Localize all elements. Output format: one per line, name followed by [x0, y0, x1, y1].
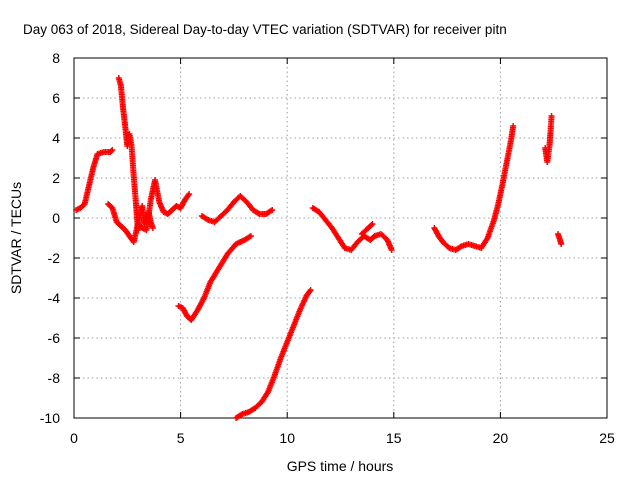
data-segment-seg-6 — [233, 287, 314, 421]
data-segment-seg-7 — [309, 205, 395, 253]
data-segment-seg-3 — [115, 75, 156, 233]
y-axis-label: SDTVAR / TECUs — [8, 182, 24, 294]
y-tick-label: 2 — [52, 170, 60, 186]
x-axis-label: GPS time / hours — [287, 458, 394, 474]
data-point — [269, 207, 276, 213]
y-tick-label: -6 — [48, 330, 61, 346]
plot-frame — [73, 57, 608, 419]
x-tick-label: 20 — [493, 430, 509, 446]
data-segment-seg-8 — [358, 221, 376, 237]
data-segment-seg-11 — [554, 231, 565, 247]
data-segment-seg-10 — [542, 113, 555, 165]
data-point — [388, 247, 395, 253]
y-tick-label: -8 — [48, 370, 61, 386]
data-points — [73, 75, 565, 421]
data-point — [510, 123, 517, 129]
data-point — [307, 287, 314, 293]
y-tick-labels: -10 -8 -6 -4 -2 0 2 4 6 8 — [40, 50, 60, 426]
y-tick-label: 8 — [52, 50, 60, 66]
data-point — [368, 222, 375, 228]
grid — [74, 58, 607, 418]
x-tick-label: 25 — [599, 430, 615, 446]
data-segment-seg-9 — [431, 123, 517, 253]
data-point — [186, 191, 193, 197]
chart-title: Day 063 of 2018, Sidereal Day-to-day VTE… — [23, 22, 507, 37]
data-segment-seg-4 — [175, 233, 254, 323]
data-point — [149, 225, 156, 231]
x-tick-labels: 0 5 10 15 20 25 — [70, 430, 615, 446]
x-tick-label: 5 — [177, 430, 185, 446]
data-point — [246, 233, 253, 240]
data-point — [185, 192, 192, 199]
data-segment-seg-5 — [198, 193, 276, 225]
data-point — [108, 148, 115, 154]
y-tick-label: -10 — [40, 410, 60, 426]
data-point — [247, 233, 254, 239]
data-point — [267, 207, 274, 214]
x-tick-label: 0 — [70, 430, 78, 446]
y-tick-label: -4 — [48, 290, 61, 306]
data-point — [548, 113, 555, 119]
data-point — [109, 147, 116, 153]
data-point — [558, 241, 565, 247]
data-segment-seg-1 — [73, 147, 116, 213]
y-tick-label: 0 — [52, 210, 60, 226]
x-tick-label: 15 — [386, 430, 402, 446]
data-point — [306, 288, 313, 295]
data-point — [255, 210, 262, 217]
axis-ticks — [73, 57, 608, 419]
x-tick-label: 10 — [279, 430, 295, 446]
y-tick-label: 4 — [52, 130, 60, 146]
y-tick-label: -2 — [48, 250, 61, 266]
data-point — [369, 221, 376, 227]
y-tick-label: 6 — [52, 90, 60, 106]
